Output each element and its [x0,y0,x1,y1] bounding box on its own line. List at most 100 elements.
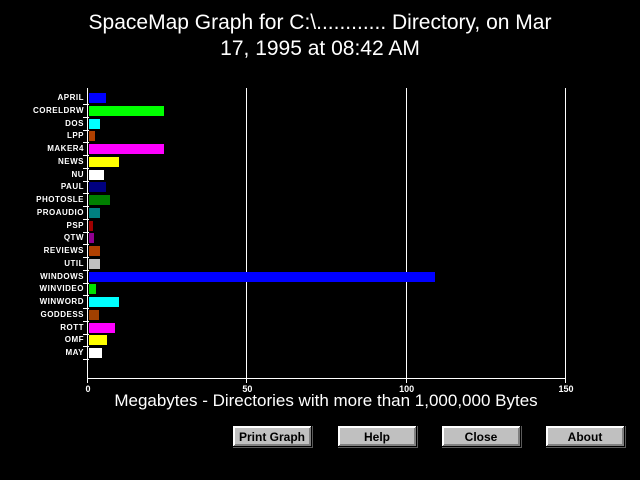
y-axis-tick-paul [83,193,89,195]
y-axis-tick-maker4 [83,155,89,156]
bar-dos [89,118,100,129]
bar-lpp [89,131,95,142]
category-label-rott: ROTT [60,322,84,332]
category-label-winvideo: WINVIDEO [39,284,84,294]
bar-winvideo [89,284,96,295]
y-axis-tick-nu [83,180,89,182]
y-axis-tick-rott [83,333,89,335]
bar-row-nu: NU [71,169,567,182]
about-button[interactable]: About [545,425,625,447]
category-label-nu: NU [71,169,84,179]
bar-row-paul: PAUL [61,182,567,195]
category-label-paul: PAUL [60,182,84,192]
bar-row-rott: ROTT [60,322,567,335]
bar-reviews [89,246,100,256]
y-axis-tick-util [83,269,89,271]
category-label-maker4: MAKER4 [47,144,84,153]
y-axis-tick-winvideo [83,295,89,297]
help-button[interactable]: Help [337,425,417,447]
bar-april [89,93,106,103]
category-label-windows: WINDOWS [40,271,84,281]
bar-maker4 [89,144,164,154]
bar-chart-plot-area: 0 50 100 150 APRIL CORELDRW DOS LPP MAKER4 NEWS NU… [33,88,574,394]
gridline-50 [246,88,248,378]
bar-util [89,258,100,269]
print-graph-button[interactable]: Print Graph [232,425,312,447]
bar-row-qtw: QTW [64,233,567,246]
bar-row-lpp: LPP [67,131,567,144]
bar-row-photosle: PHOTOSLE [36,195,567,207]
y-axis-tick-photosle [83,206,89,207]
title-line-2: 17, 1995 at 08:42 AM [220,37,420,60]
bar-row-winvideo: WINVIDEO [40,284,567,297]
x-axis-label: Megabytes - Directories with more than 1… [114,391,538,410]
bar-photosle [89,195,110,205]
y-axis-tick-qtw [83,244,89,246]
y-axis-tick-lpp [83,142,89,144]
bar-windows [89,271,435,282]
bar-nu [89,169,104,180]
y-axis-tick-april [83,104,89,105]
y-axis-tick-news [83,167,89,169]
category-label-proaudio: PROAUDIO [36,207,84,217]
bar-goddess [89,309,99,320]
bar-row-goddess: GODDESS [40,309,567,322]
y-axis-tick-reviews [83,257,89,258]
bar-row-coreldrw: CORELDRW [33,105,567,118]
category-label-goddess: GODDESS [40,309,84,319]
y-axis-tick-coreldrw [83,116,89,118]
category-label-omf: OMF [64,335,84,345]
bar-row-news: NEWS [58,156,567,169]
x-axis-tick-label-150: 150 [558,384,574,394]
gridline-150 [565,88,566,378]
bar-row-reviews: REVIEWS [44,246,567,258]
y-axis-tick-omf [83,346,89,348]
bar-winword [89,297,119,307]
bar-omf [89,335,107,346]
category-label-may: MAY [65,348,84,357]
category-label-april: APRIL [57,93,84,102]
bar-row-winword: WINWORD [40,297,567,309]
bar-row-util: UTIL [64,258,567,271]
y-axis-tick-proaudio [83,218,89,220]
bar-may [89,348,102,358]
bar-psp [89,220,93,231]
category-label-qtw: QTW [63,233,84,243]
y-axis-tick-may [83,359,89,360]
category-label-dos: DOS [65,118,84,128]
bar-rott [89,322,115,333]
x-axis-tick-label-50: 50 [242,384,253,394]
y-axis-tick-windows [83,282,89,284]
close-button[interactable]: Close [441,425,521,447]
bar-row-may: MAY [65,348,567,360]
y-axis-tick-psp [83,231,89,233]
bar-row-dos: DOS [65,118,567,131]
bar-row-maker4: MAKER4 [47,144,567,156]
bar-paul [89,182,106,193]
title-line-1: SpaceMap Graph for C:\............ Direc… [88,11,552,34]
bar-row-psp: PSP [66,220,567,233]
category-label-winword: WINWORD [39,297,84,306]
x-axis-tick-0 [87,378,88,383]
x-axis-tick-150 [565,378,566,383]
category-label-util: UTIL [64,258,84,268]
category-label-lpp: LPP [66,131,84,141]
category-label-reviews: REVIEWS [43,246,84,255]
bar-proaudio [89,207,100,218]
bar-row-proaudio: PROAUDIO [37,207,567,220]
bar-qtw [89,233,94,244]
bar-row-omf: OMF [65,335,567,348]
category-label-news: NEWS [58,156,84,166]
bar-row-windows: WINDOWS [40,271,567,284]
y-axis-tick-goddess [83,320,89,322]
x-axis-tick-label-100: 100 [399,384,415,394]
category-label-psp: PSP [66,220,84,230]
x-axis-tick-label-0: 0 [85,384,91,394]
category-label-coreldrw: CORELDRW [33,105,84,115]
x-axis-tick-50 [246,378,248,383]
bar-row-april: APRIL [58,93,567,105]
x-axis-tick-100 [405,378,407,383]
gridline-100 [405,88,407,378]
y-axis-tick-winword [83,308,89,309]
